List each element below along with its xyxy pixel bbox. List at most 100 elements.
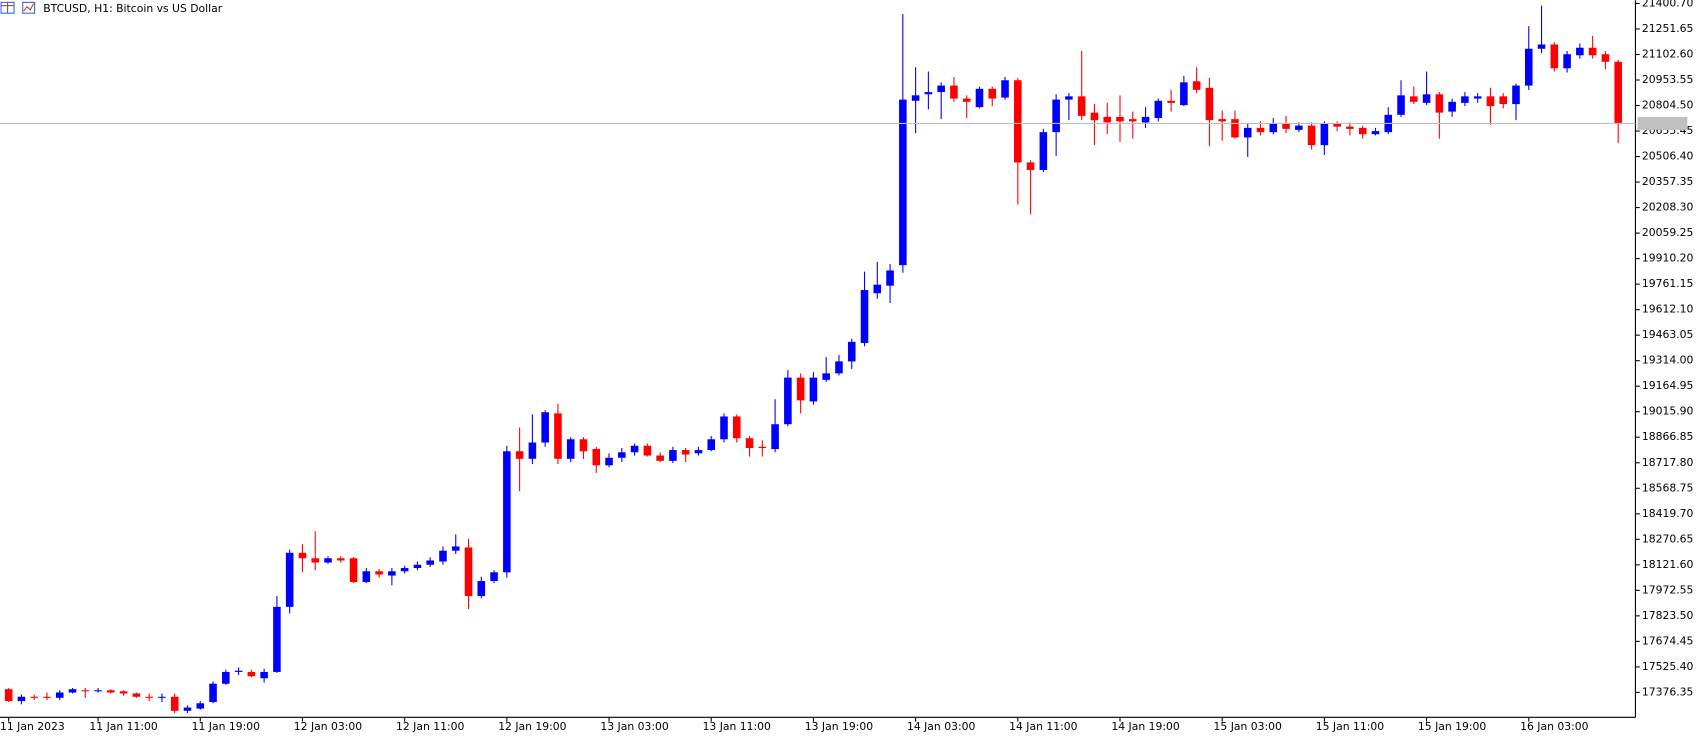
candle-body: [1499, 96, 1508, 105]
y-tick-label: 20506.40: [1642, 150, 1694, 163]
candle-body: [68, 689, 77, 693]
symbol-icons: [0, 1, 36, 14]
candle-body: [170, 696, 179, 711]
candle-body: [1167, 100, 1175, 103]
y-tick-label: 17674.45: [1642, 634, 1694, 647]
candle-body: [1256, 127, 1265, 133]
candle-body: [796, 377, 805, 401]
candle-body: [643, 445, 652, 456]
candle-body: [222, 671, 230, 684]
candle-body: [1218, 119, 1226, 122]
candle-body: [119, 691, 128, 694]
candle-body: [1537, 44, 1546, 49]
candle-body: [541, 412, 549, 443]
candle-body: [413, 564, 422, 569]
candle-body: [847, 341, 856, 362]
y-tick-label: 18419.70: [1642, 507, 1694, 520]
x-tick-label: 12 Jan 19:00: [498, 720, 566, 733]
y-tick-label: 19463.05: [1642, 328, 1694, 341]
candle-body: [81, 690, 90, 692]
candle-body: [592, 449, 601, 466]
candle-body: [234, 670, 243, 672]
candle-body: [618, 452, 626, 458]
candle-body: [1461, 96, 1469, 103]
candle-body: [694, 450, 703, 454]
candle-body: [1371, 131, 1380, 135]
candle-body: [490, 572, 498, 582]
candle-body: [822, 373, 830, 380]
candle-body: [94, 690, 102, 692]
candle-body: [707, 439, 716, 451]
x-tick-label: 13 Jan 03:00: [600, 720, 668, 733]
candle-body: [669, 450, 677, 461]
candle-body: [605, 457, 613, 466]
y-tick-label: 17525.40: [1642, 660, 1694, 673]
y-tick-label: 20208.30: [1642, 201, 1694, 214]
y-tick-label: 19314.00: [1642, 354, 1694, 367]
candle-body: [771, 424, 779, 450]
y-tick-label: 20059.25: [1642, 226, 1694, 239]
candle-body: [273, 606, 281, 672]
candle-body: [503, 451, 511, 573]
candle-body: [1116, 116, 1124, 122]
candle-body: [1397, 95, 1405, 115]
candle-body: [1269, 123, 1278, 133]
x-tick-label: 12 Jan 03:00: [294, 720, 362, 733]
y-tick-label: 21400.70: [1642, 0, 1694, 9]
y-tick-label: 18121.60: [1642, 558, 1694, 571]
y-tick-label: 17376.35: [1642, 685, 1694, 698]
y-tick-label: 19910.20: [1642, 252, 1694, 265]
x-tick-label: 11 Jan 19:00: [192, 720, 260, 733]
y-tick-label: 18717.80: [1642, 456, 1694, 469]
candle-body: [962, 98, 971, 102]
candle-body: [1524, 48, 1533, 86]
candle-body: [1576, 47, 1584, 56]
candle-body: [1090, 112, 1099, 121]
candle-body: [1320, 123, 1329, 146]
candle-body: [656, 455, 664, 461]
candle-body: [1180, 82, 1188, 106]
candle-body: [1001, 80, 1009, 98]
candle-body: [451, 546, 460, 551]
candle-body: [260, 671, 268, 679]
candle-body: [860, 289, 869, 344]
candle-body: [720, 416, 728, 440]
candle-body: [4, 689, 13, 702]
candle-body: [630, 445, 639, 453]
y-tick-label: 19015.90: [1642, 405, 1694, 418]
candle-body: [388, 571, 396, 576]
y-tick-label: 18270.65: [1642, 532, 1694, 545]
y-tick-label: 20357.35: [1642, 175, 1694, 188]
candle-body: [835, 361, 843, 374]
candle-body: [349, 558, 358, 583]
y-tick-label: 20804.50: [1642, 99, 1694, 112]
candle-body: [400, 568, 409, 572]
y-tick-label: 21102.60: [1642, 47, 1694, 60]
y-tick-label: 19761.15: [1642, 277, 1694, 290]
candle-body: [17, 696, 26, 702]
candle-body: [515, 451, 524, 459]
candle-body: [911, 95, 920, 101]
candle-body: [1512, 85, 1520, 105]
candle-body: [1333, 123, 1341, 127]
candle-body: [196, 703, 205, 709]
candle-body: [1295, 125, 1303, 130]
candle-body: [886, 270, 894, 286]
candle-body: [681, 450, 690, 455]
candle-body: [426, 560, 434, 565]
candle-body: [1422, 94, 1431, 103]
candle-body: [745, 438, 754, 449]
y-tick-label: 18866.85: [1642, 430, 1694, 443]
candle-body: [758, 446, 767, 449]
candle-body: [937, 85, 945, 93]
y-tick-label: 19612.10: [1642, 303, 1694, 316]
candle-body: [209, 683, 217, 703]
candle-body: [107, 690, 115, 693]
candle-body: [55, 692, 64, 698]
y-tick-label: 21251.65: [1642, 22, 1694, 35]
y-tick-label: 19164.95: [1642, 379, 1694, 392]
candle-body: [1205, 87, 1214, 121]
x-tick-label: 13 Jan 11:00: [703, 720, 771, 733]
candle-body: [1410, 96, 1418, 102]
